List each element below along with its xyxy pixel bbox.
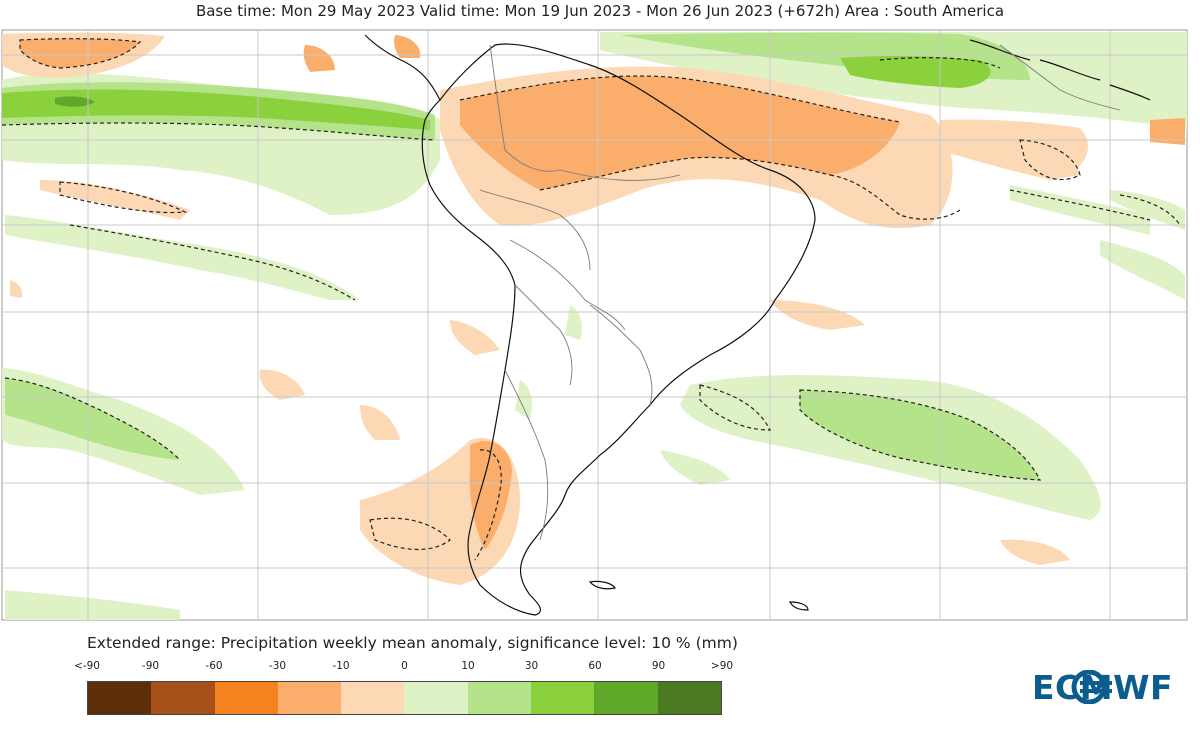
legend-tick-label: <-90 [74,660,100,672]
dry-patch-pacific [259,369,305,400]
legend-swatch [151,682,215,714]
ecmwf-logo-text: ECMWF [1032,668,1174,707]
dry-patch-south-atlantic [1000,539,1070,565]
precipitation-anomaly-map [1,29,1188,621]
legend-tick-label: -90 [141,660,160,672]
legend-swatch [277,682,342,714]
legend-tick-label: 30 [524,660,539,672]
wet-band-north-atlantic-strong [840,55,991,88]
dry-patch-pacific-2 [360,405,400,440]
legend-tick-label: -30 [268,660,287,672]
legend-swatch [341,682,405,714]
legend-swatch [467,682,532,714]
wet-area-south-atlantic-moderate [800,390,1040,480]
legend-tick-label: -10 [332,660,350,672]
legend-swatch [404,682,468,714]
significance-contours [1,38,1181,561]
wet-patch-far-east [1110,190,1185,230]
dry-area-patagonia-moderate [469,441,512,550]
legend-tick-label: >90 [710,660,734,672]
wet-patch-southwest-2 [5,590,180,620]
wet-band-northwest-strong [2,89,430,130]
wet-patch-east-2 [1100,240,1185,300]
legend-tick-labels: <-90 -90 -60 -30 -10 0 10 30 60 90 >90 [0,660,1200,676]
legend-swatch [594,682,658,714]
legend-swatch [88,682,152,714]
legend-tick-label: 90 [651,660,666,672]
legend-tick-label: -60 [205,660,223,672]
dry-patch-caribbean [394,35,421,58]
falklands [588,580,616,590]
dry-area-north-brazil-moderate [460,76,900,190]
country-borders [479,44,1121,541]
map-title: Base time: Mon 29 May 2023 Valid time: M… [195,2,1005,20]
ecmwf-logo-icon [1071,670,1112,704]
dry-patch-north-small [303,45,335,72]
dry-patch-west-small [10,280,23,298]
dry-patch-far-east [1150,118,1185,145]
caribbean-islands [969,39,1151,101]
dry-band-west [40,180,190,220]
south-georgia [789,601,809,611]
wet-area-southwest-moderate [5,378,180,460]
legend-tick-label: 10 [461,660,475,672]
wet-band-west-mid [5,215,360,300]
legend-swatch [657,682,721,714]
wet-core-northwest [55,96,95,107]
dry-patch-atlantic-mid [770,300,865,330]
central-america-coastline [364,34,441,101]
lat-lon-grid [2,30,1187,620]
wet-patch-south-1 [660,450,730,485]
dry-anomaly-areas [2,32,1185,585]
legend-tick-label: 60 [588,660,602,672]
wet-patch-argentina [515,380,532,420]
wet-strong-anomaly-areas [2,32,1040,480]
legend-swatch [531,682,595,714]
legend-title: Extended range: Precipitation weekly mea… [87,634,738,652]
dry-patch-northwest-moderate [20,38,140,68]
dry-patch-central [450,320,500,355]
wet-patch-chile [565,305,582,340]
legend-swatch [214,682,278,714]
legend-color-bar [87,681,722,715]
legend-tick-label: 0 [401,660,408,672]
